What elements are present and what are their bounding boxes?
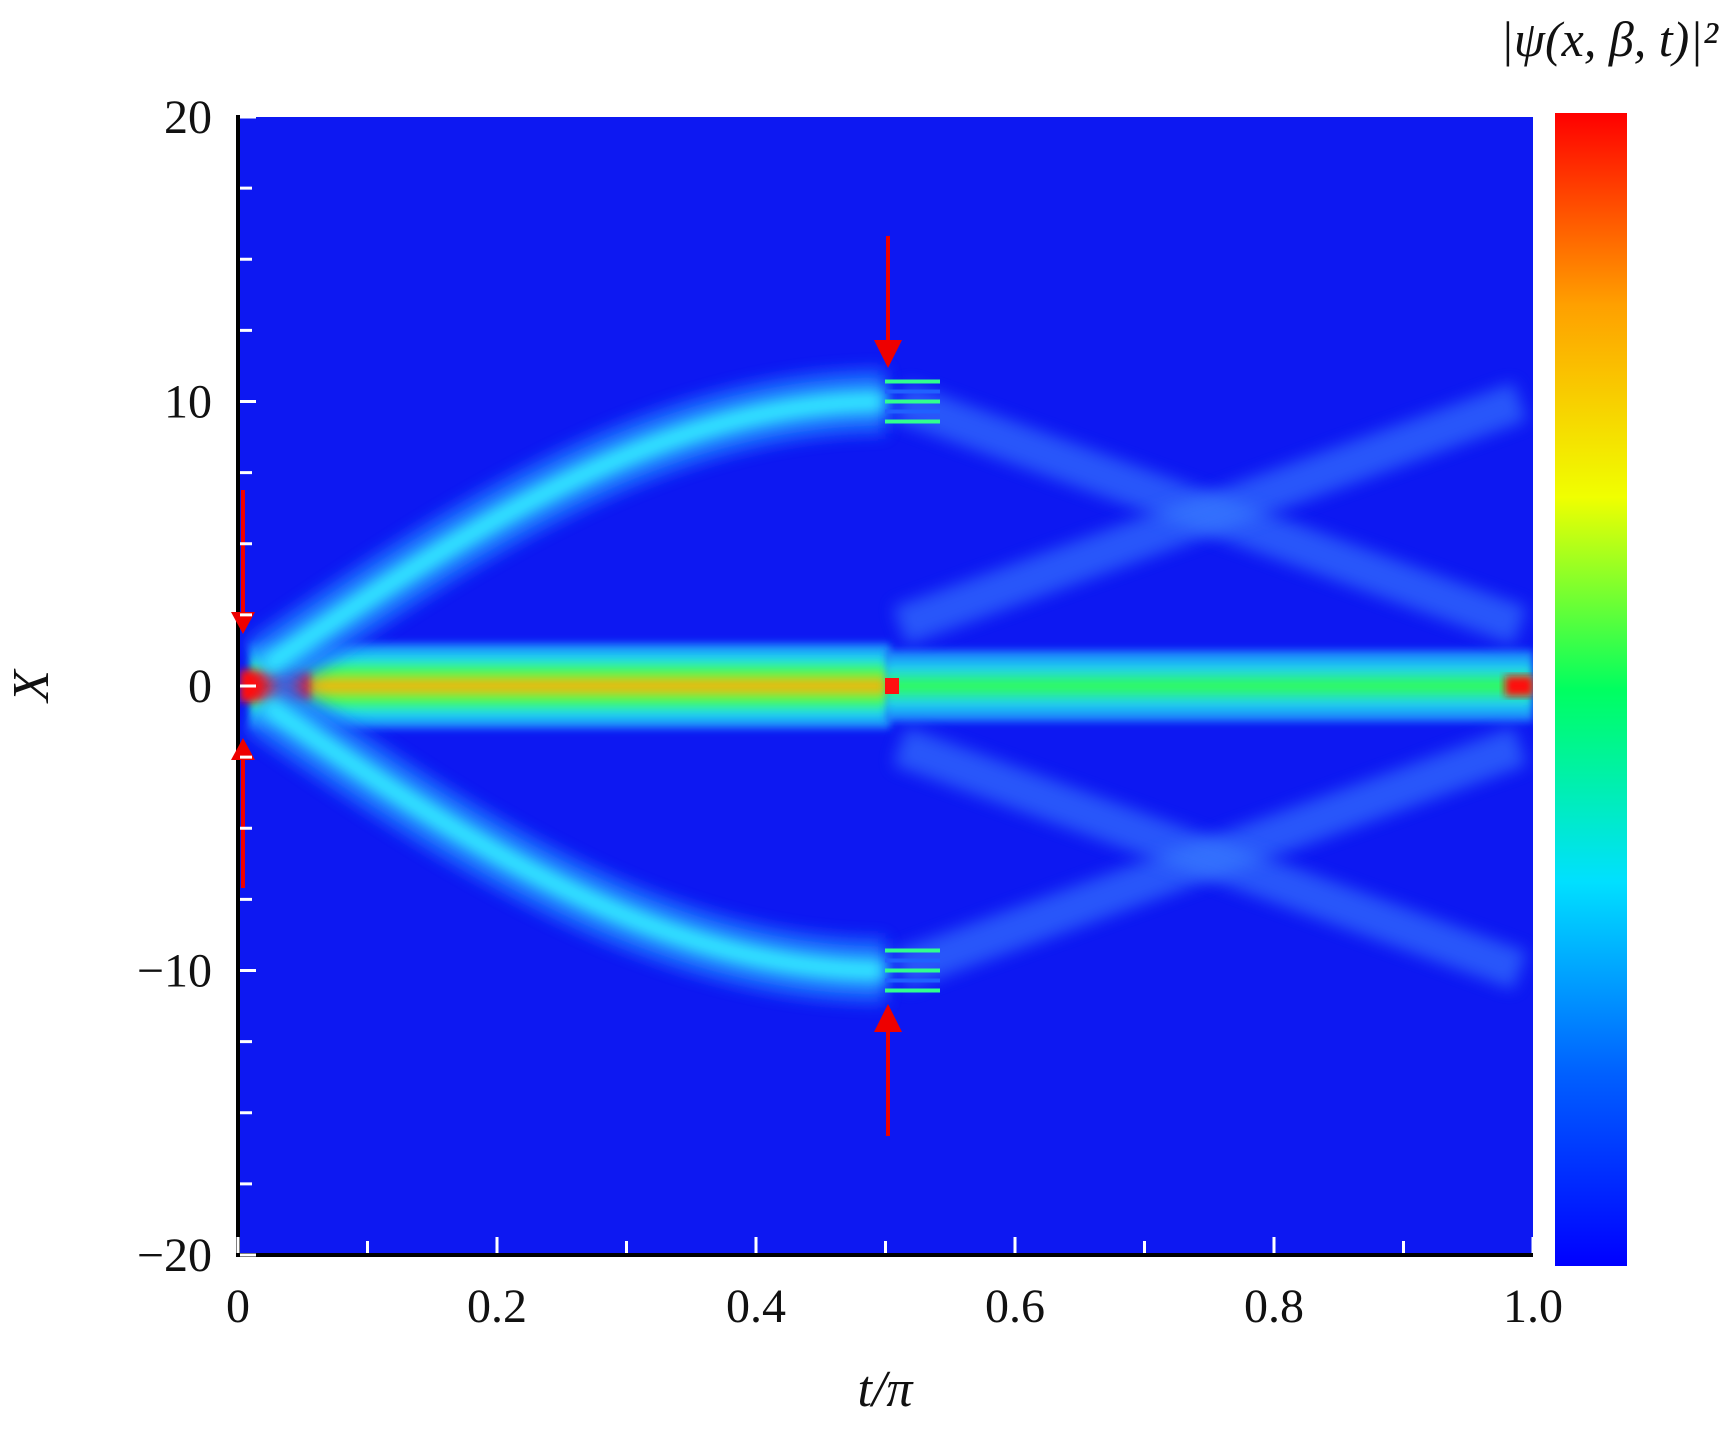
y-tick-label: −10 <box>137 945 212 998</box>
hot-spot <box>885 678 899 694</box>
arrows <box>231 236 902 1136</box>
y-tick-label: −20 <box>137 1229 212 1282</box>
x-tick-label: 0.6 <box>985 1280 1045 1333</box>
beam-core <box>257 693 886 983</box>
interference-beam <box>893 382 1527 645</box>
central-beam <box>250 643 890 729</box>
heatmap <box>238 117 1533 1255</box>
y-axis-label: X <box>3 668 60 704</box>
x-tick-label: 0.2 <box>467 1280 527 1333</box>
y-tick-label: 10 <box>164 376 212 429</box>
y-tick-label: 0 <box>188 660 212 713</box>
y-tick-label: 20 <box>164 91 212 144</box>
arrow-head <box>874 340 902 368</box>
colorbar <box>1555 113 1627 1266</box>
arrow-head <box>231 612 255 634</box>
arrow-head <box>231 738 255 760</box>
x-tick-label: 0 <box>226 1280 250 1333</box>
x-tick-label: 1.0 <box>1503 1280 1563 1333</box>
arrow-head <box>874 1004 902 1032</box>
interference-beam <box>893 727 1527 990</box>
x-axis-label: t/π <box>858 1361 915 1418</box>
x-tick-label: 0.4 <box>726 1280 786 1333</box>
x-tick-label: 0.8 <box>1244 1280 1304 1333</box>
beam-core <box>257 389 886 679</box>
hot-spot <box>1505 676 1533 696</box>
central-beam-late <box>885 650 1533 722</box>
colorbar-label: |ψ(x, β, t)|² <box>1500 11 1719 67</box>
